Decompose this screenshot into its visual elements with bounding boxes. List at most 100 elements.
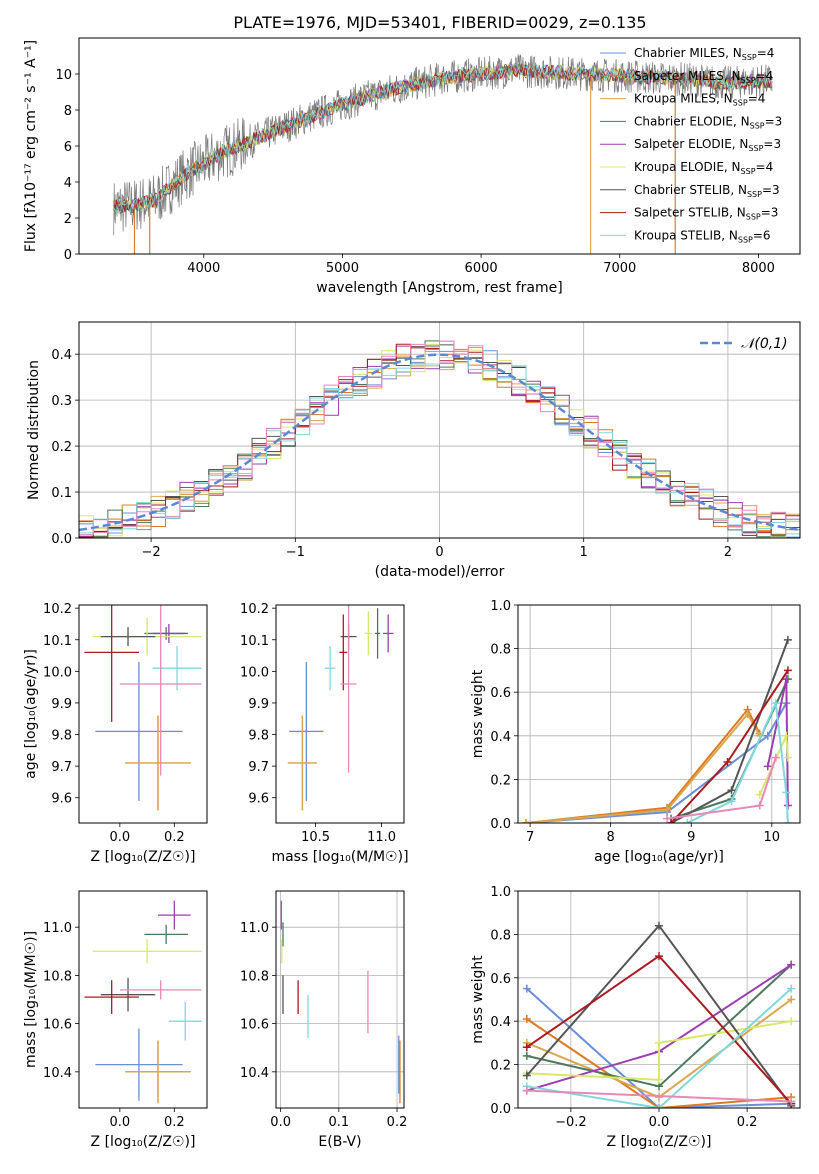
age_vs_mass-xlabel: mass [log₁₀(M/M☉)] [271, 849, 408, 865]
legend-value: =4 [748, 92, 766, 106]
series-point [763, 731, 772, 740]
y-tick-label: 0.6 [490, 972, 511, 987]
age_vs_mass-axes: 10.5 11.0 9.6 9.7 9.8 9.9 10.0 10.1 10.2 mass [lo… [240, 602, 409, 865]
spectrum-model-line [113, 62, 773, 215]
x-tick-label: 7 [526, 830, 534, 845]
series-point [787, 1017, 796, 1026]
weight_vs_age-frame [517, 604, 801, 824]
series-point [522, 819, 531, 823]
legend-value: =3 [762, 183, 780, 197]
x-tick-label: 10.5 [301, 830, 330, 845]
y-tick-label: 1.0 [490, 599, 511, 614]
y-tick-label: 0.4 [490, 1015, 511, 1030]
legend-entry: Kroupa STELIB, NSSP=6 [634, 228, 771, 244]
series-line [526, 987, 792, 1108]
age_vs_Z-xlabel: Z [log₁₀(Z/Z☉)] [91, 849, 196, 865]
series-line [526, 1020, 792, 1081]
x-tick-label: 0.0 [110, 830, 131, 845]
x-tick-label: 8000 [742, 261, 775, 276]
x-tick-label: 0.2 [737, 1115, 758, 1130]
y-tick-label: 10.6 [240, 1018, 269, 1033]
legend-entry: Salpeter MILES, NSSP=4 [634, 69, 773, 85]
legend-entry: Salpeter ELODIE, NSSP=3 [634, 137, 781, 153]
spectrum-model-line [113, 64, 773, 214]
mass_vs_Z-plot [84, 900, 202, 1104]
legend-value: =4 [756, 69, 774, 83]
weight_vs_age-xlabel: age [log₁₀(age/yr)] [594, 849, 724, 865]
y-tick-label: 9.6 [51, 792, 72, 807]
mass_vs_ebv-axes: 0.0 0.1 0.2 10.4 10.6 10.8 11.0 E(B-V) [240, 891, 407, 1150]
weight_vs_Z-plot [522, 921, 796, 1108]
legend-entry: Kroupa ELODIE, NSSP=4 [634, 160, 773, 176]
series-point [655, 952, 663, 961]
x-tick-label: 6000 [465, 261, 498, 276]
weight_vs_Z-frame [517, 890, 801, 1109]
y-tick-label: 10.4 [240, 1066, 269, 1081]
legend-entry: Salpeter STELIB, NSSP=3 [634, 206, 778, 222]
series-point [727, 786, 736, 795]
age_vs_Z-axes: 0.0 0.2 9.6 9.7 9.8 9.9 10.0 10.1 10.2 Z [log₁₀(Z… [23, 602, 195, 865]
spectrum-xlabel: wavelength [Angstrom, rest frame] [316, 280, 562, 296]
series-point [771, 753, 780, 762]
y-tick-label: 0.0 [490, 817, 511, 832]
legend-sub: SSP [741, 76, 756, 85]
legend-value: =4 [756, 160, 774, 174]
y-tick-label: 2 [64, 212, 72, 227]
weight_vs_Z-axes: −0.2 0.0 0.2 0.0 0.2 0.4 0.6 0.8 1.0 Z [log₁₀(Z/Z… [470, 885, 800, 1150]
y-tick-label: 10.8 [43, 969, 72, 984]
legend-sub: SSP [748, 144, 763, 153]
y-tick-label: 0.4 [51, 348, 72, 363]
series-point [522, 984, 531, 993]
series-point [771, 699, 780, 708]
x-tick-label: 5000 [326, 261, 359, 276]
spectrum-axes: 4000 5000 6000 7000 8000 0 2 4 6 8 10 wavelength [A… [23, 40, 775, 296]
x-tick-label: 10 [764, 830, 781, 845]
y-tick-label: 10.8 [240, 969, 269, 984]
y-tick-label: 11.0 [43, 921, 72, 936]
y-tick-label: 0.2 [51, 440, 72, 455]
series-point [522, 1071, 531, 1080]
age_vs_Z-plot [84, 605, 202, 811]
series-point [655, 1104, 663, 1108]
residuals-frame [78, 321, 801, 539]
legend-label: Salpeter ELODIE, N [634, 137, 748, 151]
legend-sub: SSP [741, 167, 756, 176]
series-point [522, 1015, 531, 1024]
legend-entry: Chabrier MILES, NSSP=4 [634, 46, 774, 62]
mass_vs_Z-xlabel: Z [log₁₀(Z/Z☉)] [91, 1134, 196, 1150]
series-point [787, 995, 796, 1004]
series-point [783, 635, 792, 644]
x-tick-label: 7000 [603, 261, 636, 276]
legend-entry: Kroupa MILES, NSSP=4 [634, 92, 765, 108]
legend-value: =4 [757, 46, 775, 60]
x-tick-label: −0.2 [555, 1115, 587, 1130]
legend-sub: SSP [733, 99, 748, 108]
y-tick-label: 9.8 [51, 729, 72, 744]
legend-value: =6 [753, 228, 771, 242]
series-point [522, 1043, 531, 1052]
series-point [723, 757, 732, 766]
legend-label: Kroupa ELODIE, N [634, 160, 741, 174]
y-tick-label: 0.6 [490, 686, 511, 701]
y-tick-label: 10.2 [240, 602, 269, 617]
weight_vs_age-axes: 7 8 9 10 0.0 0.2 0.4 0.6 0.8 1.0 age [log₁₀(age/yr… [470, 599, 800, 865]
mass_vs_Z-frame [78, 890, 208, 1109]
y-tick-label: 0.3 [51, 394, 72, 409]
spectrum-plot [113, 54, 773, 254]
series-point [787, 1097, 796, 1106]
weight_vs_age-ylabel: mass weight [470, 669, 486, 758]
spectrum-legend: Chabrier MILES, NSSP=4 Salpeter MILES, NS… [600, 46, 782, 244]
x-tick-label: 11.0 [367, 830, 396, 845]
series-point [787, 960, 796, 969]
residuals-legend: 𝒩(0,1) [700, 336, 788, 352]
y-tick-label: 10 [55, 68, 72, 83]
x-tick-label: −1 [286, 545, 305, 560]
y-tick-label: 9.9 [51, 697, 72, 712]
series-point [743, 710, 752, 718]
y-tick-label: 0.0 [490, 1102, 511, 1117]
histogram-step [79, 345, 800, 537]
series-point [663, 805, 672, 814]
series-line [526, 712, 761, 823]
x-tick-label: 0.0 [649, 1115, 670, 1130]
